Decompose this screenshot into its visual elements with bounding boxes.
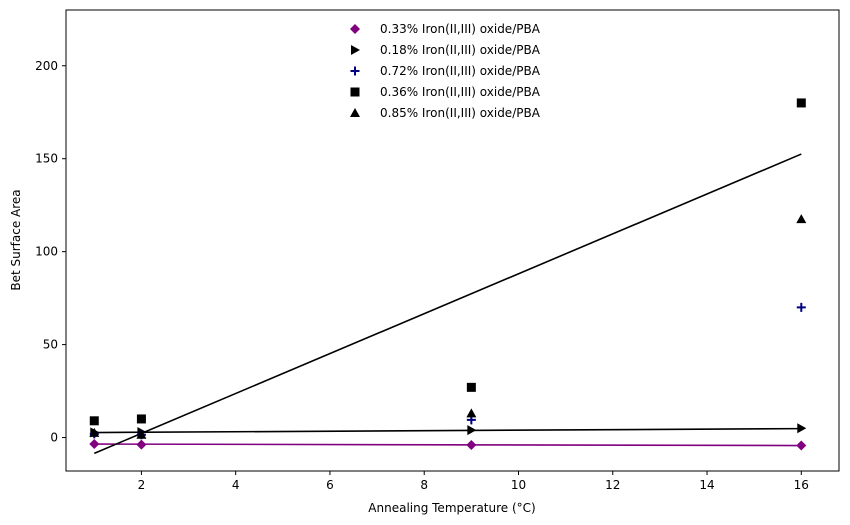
- data-point-series-4: [796, 98, 806, 108]
- legend-marker: [350, 24, 360, 34]
- y-axis-ticks: 0 50 100 150 200: [35, 59, 66, 445]
- legend-marker: [351, 45, 360, 55]
- legend-label: 0.33% Iron(II,III) oxide/PBA: [380, 22, 541, 36]
- x-tick-label: 6: [326, 478, 334, 492]
- y-tick-label: 0: [50, 431, 58, 445]
- x-tick-label: 16: [794, 478, 809, 492]
- x-tick-label: 2: [138, 478, 146, 492]
- legend-label: 0.72% Iron(II,III) oxide/PBA: [380, 64, 541, 78]
- x-axis-label: Annealing Temperature (°C): [368, 501, 535, 515]
- x-tick-label: 4: [232, 478, 240, 492]
- y-tick-label: 100: [35, 245, 58, 259]
- legend-label: 0.36% Iron(II,III) oxide/PBA: [380, 85, 541, 99]
- plot-area: [65, 9, 840, 472]
- data-point-series-1: [136, 439, 147, 450]
- data-point-series-5: [466, 408, 477, 418]
- data-point-series-4: [466, 382, 476, 392]
- legend: 0.33% Iron(II,III) oxide/PBA 0.18% Iron(I…: [350, 22, 541, 120]
- legend-label: 0.18% Iron(II,III) oxide/PBA: [380, 43, 541, 57]
- data-points: [89, 98, 807, 451]
- data-point-series-5: [136, 429, 147, 439]
- x-tick-label: 12: [605, 478, 620, 492]
- y-tick-label: 150: [35, 152, 58, 166]
- legend-label: 0.85% Iron(II,III) oxide/PBA: [380, 106, 541, 120]
- data-point-series-1: [466, 439, 477, 450]
- x-tick-label: 10: [511, 478, 526, 492]
- data-point-series-1: [89, 439, 100, 450]
- fit-lines: [93, 153, 802, 455]
- data-point-series-1: [796, 440, 807, 451]
- y-tick-label: 50: [43, 338, 58, 352]
- fit-line-series-1: [94, 443, 802, 447]
- data-point-series-3: [796, 302, 806, 312]
- legend-marker: [350, 66, 360, 76]
- fit-line-series-2: [94, 427, 802, 434]
- x-tick-label: 14: [699, 478, 714, 492]
- data-point-series-2: [467, 425, 477, 436]
- x-axis-ticks: 2 4 6 8 10 12 14 16: [138, 471, 809, 492]
- data-point-series-5: [796, 214, 807, 224]
- legend-marker: [350, 108, 360, 117]
- data-point-series-5: [89, 427, 100, 437]
- fit-line-series-4: [93, 153, 802, 455]
- data-point-series-2: [797, 423, 807, 434]
- y-tick-label: 200: [35, 59, 58, 73]
- legend-marker: [350, 87, 360, 97]
- x-tick-label: 8: [420, 478, 428, 492]
- y-axis-label: Bet Surface Area: [9, 189, 23, 290]
- data-point-series-4: [89, 416, 99, 426]
- data-point-series-4: [136, 414, 146, 424]
